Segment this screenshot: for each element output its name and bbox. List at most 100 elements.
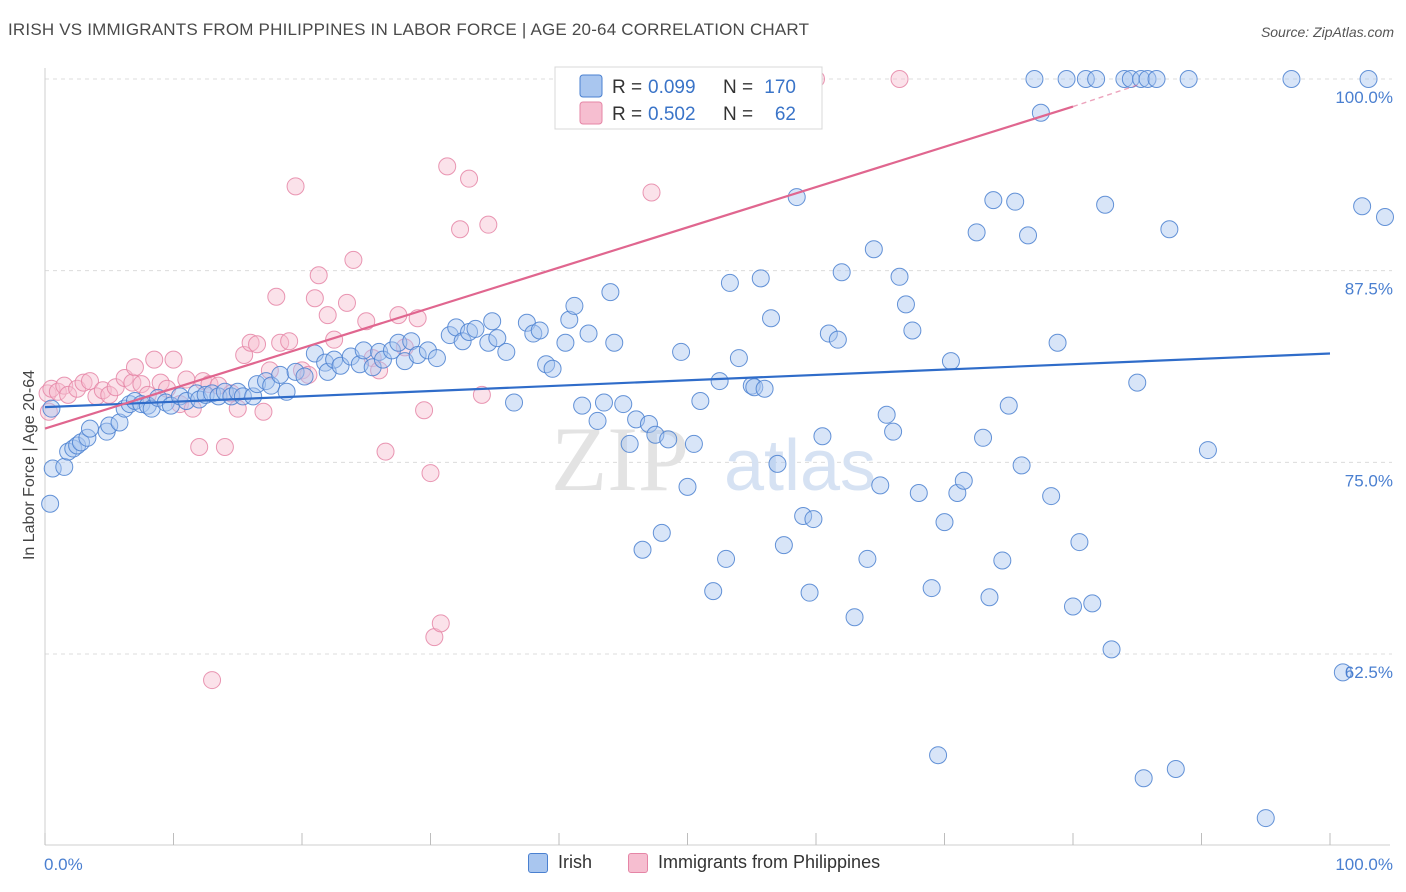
philippines-point-65 (479, 215, 498, 234)
irish-point-76 (565, 296, 584, 315)
irish-point-74 (556, 333, 575, 352)
irish-point-90 (659, 430, 678, 449)
irish-point-163 (1256, 809, 1275, 828)
irish-point-66 (488, 329, 507, 348)
legend-swatch-irish (579, 74, 603, 98)
gridlines (45, 78, 1392, 655)
trend-line-philippines-extension (1072, 84, 1138, 108)
irish-point-110 (804, 510, 823, 529)
irish-point-52 (382, 341, 401, 360)
irish-point-98 (720, 273, 739, 292)
chart-title: IRISH VS IMMIGRANTS FROM PHILIPPINES IN … (8, 20, 810, 39)
irish-point-128 (941, 352, 960, 371)
irish-point-96 (710, 372, 729, 391)
irish-point-51 (373, 350, 392, 369)
irish-point-149 (1087, 70, 1106, 88)
philippines-point-7 (74, 373, 93, 392)
irish-point-123 (903, 321, 922, 340)
legend-top: R = 0.099 N = 170 R = 0.502 N = 62 (554, 66, 823, 130)
trend-line-philippines (44, 105, 1074, 430)
irish-point-80 (594, 393, 613, 412)
irish-point-155 (1132, 70, 1151, 88)
irish-point-140 (1025, 70, 1044, 88)
axes (44, 68, 1390, 846)
philippines-point-38 (267, 287, 286, 306)
philippines-point-37 (260, 361, 279, 380)
irish-point-68 (505, 393, 524, 412)
irish-point-39 (286, 362, 305, 381)
y-tick-label-1: 75.0% (1345, 471, 1393, 490)
irish-point-2 (43, 459, 62, 478)
irish-point-91 (672, 342, 691, 361)
philippines-point-53 (376, 442, 395, 461)
philippines-point-21 (164, 350, 183, 369)
irish-point-130 (954, 471, 973, 490)
x-tick-label-0: 0.0% (44, 855, 83, 874)
irish-point-124 (909, 484, 928, 502)
irish-point-97 (717, 549, 736, 568)
philippines-point-41 (286, 177, 305, 196)
irish-point-11 (100, 416, 119, 435)
irish-point-48 (354, 341, 373, 360)
irish-point-160 (1166, 760, 1185, 778)
irish-point-94 (691, 392, 710, 410)
irish-point-125 (922, 579, 941, 598)
series-philippines-points (38, 70, 909, 690)
irish-point-148 (1083, 594, 1102, 613)
irish-point-142 (1042, 487, 1061, 506)
legend-label-irish: Irish (558, 852, 593, 872)
irish-point-87 (639, 415, 658, 433)
irish-point-156 (1134, 769, 1153, 788)
irish-point-105 (768, 454, 787, 473)
philippines-point-45 (309, 266, 328, 285)
philippines-point-30 (215, 438, 234, 456)
irish-point-151 (1102, 640, 1121, 659)
philippines-point-61 (438, 157, 457, 176)
irish-point-53 (389, 333, 408, 352)
irish-point-83 (614, 395, 633, 414)
legend-item-irish[interactable]: Irish (528, 852, 592, 873)
chart-source: Source: ZipAtlas.com (1260, 24, 1394, 40)
irish-point-64 (479, 333, 498, 352)
tick-labels: 62.5% 75.0% 87.5% 100.0% 0.0% 100.0% (44, 88, 1393, 874)
irish-point-154 (1128, 373, 1147, 392)
irish-point-119 (877, 405, 896, 424)
legend-bottom: Irish Immigrants from Philippines (0, 852, 1406, 878)
irish-point-77 (573, 396, 592, 415)
legend-n-value-philippines: 62 (775, 104, 796, 125)
legend-r-label-philippines: R = (612, 104, 642, 125)
irish-point-103 (755, 379, 774, 398)
irish-point-89 (652, 523, 671, 542)
philippines-point-14 (123, 373, 142, 392)
watermark-atlas: atlas (724, 426, 876, 506)
irish-point-93 (684, 434, 703, 453)
irish-point-145 (1064, 597, 1082, 616)
legend-item-philippines[interactable]: Immigrants from Philippines (628, 852, 880, 873)
series-irish-points (41, 70, 1394, 828)
legend-swatch-irish-bottom (528, 852, 548, 873)
irish-point-72 (537, 355, 556, 374)
philippines-point-18 (145, 350, 164, 369)
irish-point-4 (59, 442, 78, 461)
irish-point-3 (55, 457, 74, 476)
irish-point-118 (871, 476, 890, 495)
philippines-point-15 (125, 358, 144, 377)
irish-point-86 (633, 540, 652, 559)
irish-point-12 (110, 413, 129, 432)
philippines-point-36 (254, 402, 273, 421)
irish-point-99 (729, 349, 748, 368)
legend-swatch-philippines-bottom (628, 852, 648, 873)
x-tick-label-1: 100.0% (1335, 855, 1393, 874)
legend-n-value-irish: 170 (764, 77, 796, 98)
irish-point-161 (1179, 70, 1198, 88)
legend-r-label-irish: R = (612, 77, 642, 98)
y-tick-label-3: 100.0% (1335, 88, 1393, 107)
irish-point-138 (1012, 456, 1031, 475)
irish-point-57 (418, 341, 437, 360)
trend-line-irish (44, 352, 1331, 409)
irish-point-131 (967, 223, 986, 242)
watermark: ZIP atlas (551, 408, 876, 510)
irish-point-67 (497, 342, 516, 361)
irish-point-95 (704, 582, 723, 601)
irish-point-115 (845, 608, 864, 627)
